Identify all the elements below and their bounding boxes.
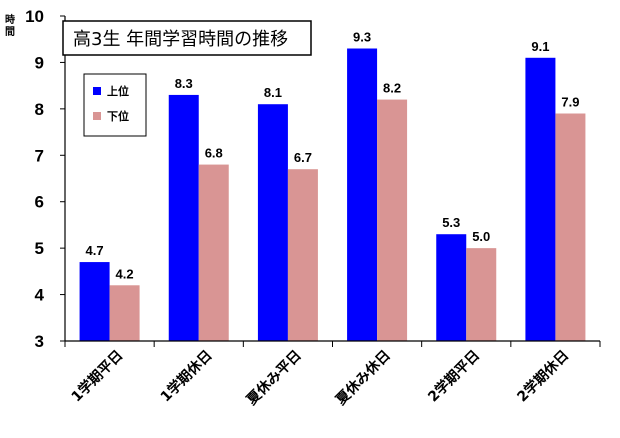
bars (79, 48, 586, 342)
legend-label: 下位 (107, 109, 129, 123)
legend-swatch (93, 87, 101, 95)
legend-frame (83, 73, 147, 137)
data-label: 8.3 (175, 76, 193, 91)
bar (525, 57, 556, 342)
y-tick-label: 4 (35, 286, 45, 305)
bar (257, 104, 288, 341)
data-label: 4.7 (86, 243, 104, 258)
data-label: 6.8 (205, 146, 223, 161)
x-axis-categories: 1学期平日 1学期休日 夏休み平日 夏休み休日 2学期平日 2学期休日 (68, 347, 572, 409)
bar (377, 99, 408, 341)
y-tick-label: 5 (35, 239, 44, 258)
y-axis-ticks: 3 4 5 6 7 8 9 10 (25, 7, 65, 351)
data-label: 9.3 (353, 30, 371, 45)
x-category-label: 夏休み平日 (243, 347, 305, 409)
bar (555, 113, 586, 341)
bar (168, 94, 199, 341)
x-category-label: 1学期休日 (157, 347, 216, 406)
bar (79, 262, 110, 341)
bar (287, 169, 318, 341)
x-category-label: 夏休み休日 (332, 347, 394, 409)
x-category-label: 2学期平日 (425, 347, 484, 406)
legend-label: 上位 (107, 84, 129, 98)
title-frame (62, 20, 312, 56)
bar (347, 48, 378, 341)
x-category-label: 1学期平日 (68, 347, 127, 406)
data-label: 8.2 (383, 81, 401, 96)
bar (198, 164, 229, 341)
data-label: 9.1 (531, 39, 549, 54)
y-tick-label: 10 (25, 7, 44, 26)
y-tick-label: 6 (35, 193, 44, 212)
data-label: 8.1 (264, 85, 282, 100)
data-label: 4.2 (116, 266, 134, 281)
legend-swatch (93, 112, 101, 120)
bar (466, 248, 497, 341)
data-label: 6.7 (294, 150, 312, 165)
data-labels: 4.7 4.2 8.3 6.8 8.1 6.7 9.3 8.2 5.3 5.0 9.1 7.9 (86, 30, 580, 282)
chart-title-box: 高3生 年間学習時間の推移 (62, 20, 312, 56)
data-label: 5.0 (472, 229, 490, 244)
y-tick-label: 8 (35, 100, 44, 119)
y-tick-label: 9 (35, 53, 44, 72)
x-category-label: 2学期休日 (514, 347, 573, 406)
bar (109, 285, 140, 341)
bar (436, 234, 467, 341)
axes (64, 16, 601, 347)
y-axis-label-char: 時 (5, 13, 15, 26)
y-tick-label: 7 (35, 146, 44, 165)
chart-title: 高3生 年間学習時間の推移 (73, 29, 288, 50)
y-axis-label: 時間 (5, 13, 15, 38)
data-label: 5.3 (442, 215, 460, 230)
data-label: 7.9 (561, 95, 579, 110)
y-axis-label-char: 間 (5, 26, 15, 38)
y-tick-label: 3 (35, 332, 44, 351)
